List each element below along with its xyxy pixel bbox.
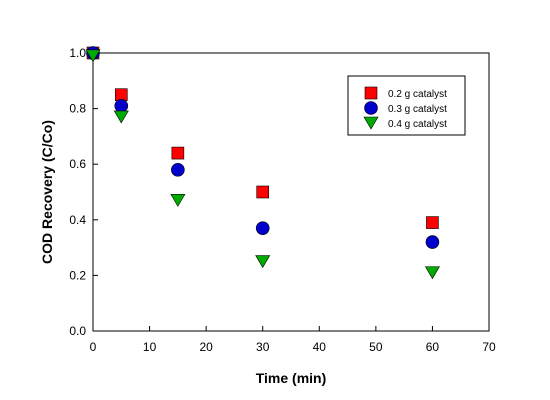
x-tick-label: 20	[199, 340, 213, 354]
legend: 0.2 g catalyst 0.3 g catalyst 0.4 g cataly…	[347, 75, 466, 136]
plot-area	[92, 52, 490, 332]
data-point	[171, 146, 185, 160]
legend-marker	[364, 101, 378, 115]
data-point	[425, 235, 440, 249]
x-tick-label: 0	[90, 340, 97, 354]
plot-frame	[92, 52, 490, 332]
data-point	[114, 88, 128, 101]
x-tick-label: 70	[482, 340, 496, 354]
data-point	[424, 266, 440, 280]
x-tick-label: 50	[369, 340, 383, 354]
series-layer	[85, 46, 440, 280]
x-axis: 0 10 20 30 40 50 60 70	[90, 326, 496, 354]
data-point	[426, 216, 439, 229]
x-tick-label: 30	[256, 340, 270, 354]
legend-marker	[364, 86, 378, 100]
y-tick-label: 0.6	[69, 157, 86, 171]
x-tick-label: 60	[426, 340, 440, 354]
x-axis-title: Time (min)	[256, 370, 327, 386]
legend-label: 0.4 g catalyst	[388, 119, 447, 130]
data-point	[170, 194, 186, 207]
data-point	[255, 255, 271, 269]
x-tick-label: 10	[143, 340, 157, 354]
y-axis: 0.0 0.2 0.4 0.6 0.8 1.0	[69, 46, 98, 338]
y-tick-label: 0.8	[69, 102, 86, 116]
series-3	[85, 49, 440, 280]
legend-marker	[363, 116, 379, 130]
data-point	[256, 185, 270, 199]
y-tick-label: 0.4	[69, 213, 86, 227]
y-tick-label: 0.0	[69, 324, 86, 338]
data-point	[255, 221, 270, 235]
legend-label: 0.3 g catalyst	[388, 104, 447, 115]
y-tick-label: 0.2	[69, 268, 86, 282]
y-axis-title: COD Recovery (C/Co)	[39, 120, 55, 264]
y-tick-label: 1.0	[69, 46, 86, 60]
legend-label: 0.2 g catalyst	[388, 89, 447, 100]
data-point	[171, 162, 185, 177]
data-point	[113, 110, 129, 124]
data-point	[85, 49, 101, 63]
x-tick-label: 40	[313, 340, 327, 354]
data-point	[114, 99, 129, 113]
series-1	[86, 46, 439, 229]
